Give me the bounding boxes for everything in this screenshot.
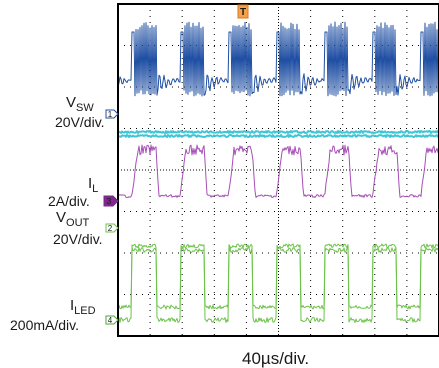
vout-label: VOUT 20V/div. bbox=[53, 209, 103, 247]
x-axis-label: 40µs/div. bbox=[242, 349, 309, 368]
vout-name-sub: OUT bbox=[66, 217, 90, 229]
channel-1-marker: 1 bbox=[105, 109, 119, 119]
il-trace bbox=[117, 144, 439, 198]
channel-3-marker-label: 3 bbox=[107, 197, 112, 206]
grid bbox=[118, 4, 439, 336]
vsw-name-main: V bbox=[66, 94, 76, 111]
svg-text:VSW: VSW bbox=[66, 94, 94, 114]
vsw-trace bbox=[117, 21, 439, 97]
iled-trace bbox=[117, 247, 439, 323]
cyan-trace-upper bbox=[117, 130, 439, 134]
il-name-main: I bbox=[88, 175, 92, 192]
vout-name-main: V bbox=[56, 209, 66, 226]
iled-name-sub: LED bbox=[74, 305, 95, 317]
trigger-marker: T bbox=[237, 4, 249, 19]
trigger-letter: T bbox=[240, 7, 246, 18]
il-name-sub: L bbox=[92, 183, 98, 195]
vsw-label: VSW 20V/div. bbox=[55, 94, 105, 130]
il-scale: 2A/div. bbox=[48, 193, 90, 209]
traces bbox=[117, 21, 439, 323]
iled-label: ILED 200mA/div. bbox=[10, 297, 96, 333]
vsw-scale: 20V/div. bbox=[55, 114, 105, 130]
iled-scale: 200mA/div. bbox=[10, 317, 79, 333]
iled-name-main: I bbox=[70, 297, 74, 314]
vout-scale: 20V/div. bbox=[53, 231, 103, 247]
channel-2-marker-label: 2 bbox=[108, 224, 113, 233]
svg-text:IL: IL bbox=[88, 175, 98, 195]
vsw-name-sub: SW bbox=[76, 102, 94, 114]
channel-4-marker-label: 4 bbox=[108, 316, 113, 325]
channel-2-marker: 2 bbox=[105, 223, 119, 233]
il-label: IL 2A/div. bbox=[48, 175, 98, 209]
channel-3-marker: 3 bbox=[103, 195, 119, 207]
channel-4-marker: 4 bbox=[105, 315, 119, 325]
svg-text:ILED: ILED bbox=[70, 297, 96, 317]
svg-text:VOUT: VOUT bbox=[56, 209, 90, 229]
channel-1-marker-label: 1 bbox=[108, 110, 113, 119]
cyan-trace-lower bbox=[117, 134, 439, 138]
plot-border bbox=[117, 3, 439, 337]
